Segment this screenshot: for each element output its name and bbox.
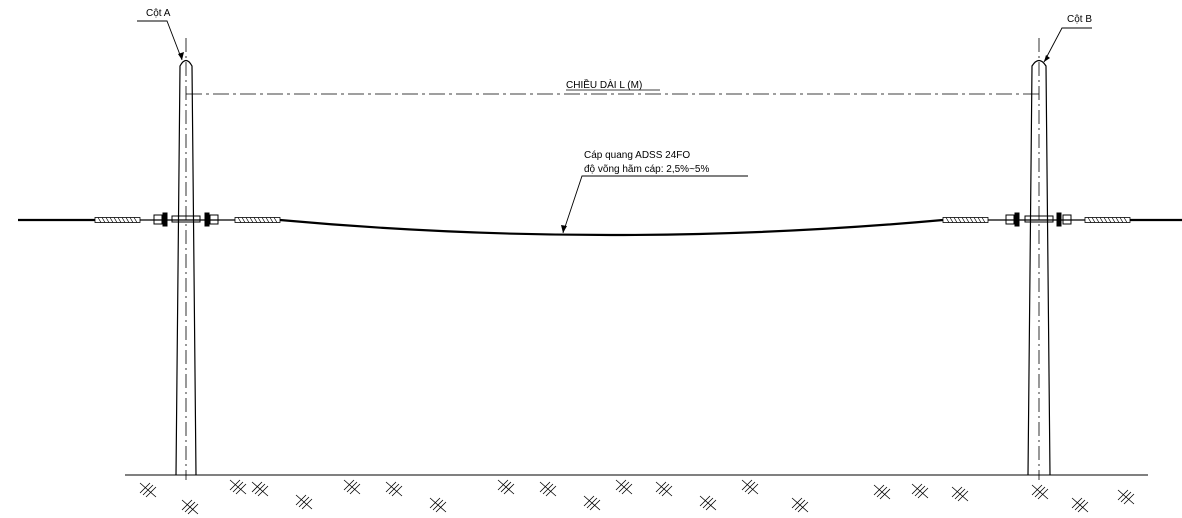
adss-cable [18, 218, 1182, 237]
span-length-label: CHIỀU DÀI L (M) [566, 78, 642, 91]
pole-b-label-text: Cột B [1067, 14, 1092, 25]
cable-name-label: Cáp quang ADSS 24FO [584, 150, 690, 161]
cable-annotation: Cáp quang ADSS 24FO độ võng hãm cáp: 2,5… [561, 150, 748, 234]
pole-b [1027, 38, 1051, 480]
ground-hatch-marks [139, 479, 1135, 515]
pole-b-label: Cột B [1043, 14, 1092, 63]
pole-b-body [1027, 59, 1051, 476]
dead-end-grips [94, 217, 1131, 223]
pole-b-hardware [988, 212, 1085, 227]
cable-sag-curve [279, 218, 944, 237]
pole-a [175, 38, 197, 480]
pole-a-body [175, 59, 197, 476]
pole-a-hardware [140, 212, 235, 227]
cable-sag-label: độ võng hãm cáp: 2,5%~5% [584, 164, 709, 175]
span-dimension: CHIỀU DÀI L (M) [186, 78, 1039, 95]
pole-a-label: Cột A [137, 8, 184, 61]
pole-a-label-text: Cột A [146, 8, 171, 19]
